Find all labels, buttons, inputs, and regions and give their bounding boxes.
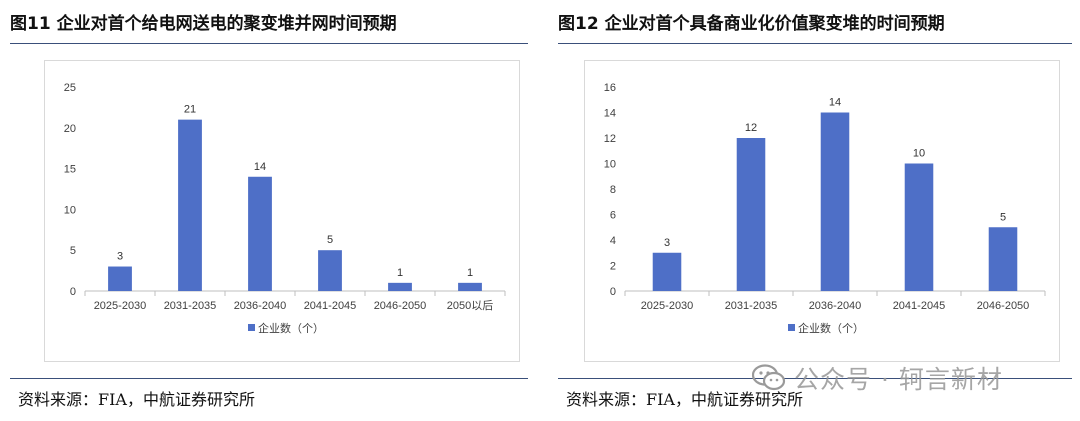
x-tick-label: 2031-2035 [725, 300, 778, 312]
figure-title: 图11 企业对首个给电网送电的聚变堆并网时间预期 [10, 14, 397, 34]
x-tick-label: 2031-2035 [164, 300, 217, 312]
y-tick-label: 8 [610, 184, 616, 196]
y-tick-label: 14 [604, 108, 616, 120]
x-tick-label: 2046-2050 [977, 300, 1030, 312]
data-label: 21 [184, 104, 196, 116]
source-rule [558, 378, 1072, 379]
bar [988, 227, 1018, 291]
figure-11: 图11 企业对首个给电网送电的聚变堆并网时间预期 0 5 10 15 20 25 3 2025… [0, 0, 536, 421]
title-rule [10, 43, 528, 44]
bar-chart: 0 2 4 6 8 10 12 14 16 3 2025-2030 12 2031-2035 14 2036… [604, 82, 1046, 335]
y-tick-label: 10 [64, 204, 76, 216]
y-tick-label: 0 [70, 286, 76, 298]
legend-label: 企业数（个） [798, 321, 864, 335]
x-tick-label: 2050以后 [447, 299, 493, 312]
legend: 企业数（个） [788, 321, 864, 335]
legend-label: 企业数（个） [258, 321, 324, 335]
figure-12: 图12 企业对首个具备商业化价值聚变堆的时间预期 0 2 4 6 8 10 12 14 16 3 2… [548, 0, 1080, 421]
y-tick-label: 6 [610, 210, 616, 222]
data-label: 10 [913, 148, 925, 160]
y-tick-label: 10 [604, 159, 616, 171]
wechat-icon [751, 364, 786, 392]
y-tick-label: 20 [64, 123, 76, 135]
legend-swatch [248, 324, 255, 331]
y-tick-label: 12 [604, 133, 616, 145]
x-tick-label: 2036-2040 [809, 300, 862, 312]
data-label: 14 [254, 161, 266, 173]
bar [318, 250, 342, 291]
y-tick-label: 2 [610, 261, 616, 273]
x-tick-label: 2041-2045 [893, 300, 946, 312]
title-rule [558, 43, 1072, 44]
data-label: 5 [1000, 211, 1006, 223]
y-tick-label: 0 [610, 286, 616, 298]
data-label: 14 [829, 97, 841, 109]
watermark: 公众号 · 轲言新材 [751, 360, 1003, 396]
bar [820, 112, 850, 291]
data-label: 5 [327, 234, 333, 246]
legend: 企业数（个） [248, 321, 324, 335]
x-tick-label: 2025-2030 [94, 300, 147, 312]
x-tick-label: 2046-2050 [374, 300, 427, 312]
chart-area: 0 2 4 6 8 10 12 14 16 3 2025-2030 12 2031-2035 14 2036… [584, 60, 1060, 362]
bar [388, 282, 412, 291]
figure-title: 图12 企业对首个具备商业化价值聚变堆的时间预期 [558, 14, 945, 34]
y-tick-label: 25 [64, 82, 76, 94]
y-tick-label: 15 [64, 164, 76, 176]
source-rule [10, 378, 528, 379]
watermark-text: 公众号 · 轲言新材 [794, 365, 1003, 394]
x-tick-label: 2036-2040 [234, 300, 287, 312]
bar [178, 119, 202, 291]
data-label: 1 [467, 267, 473, 279]
data-label: 1 [397, 267, 403, 279]
bar [108, 266, 132, 291]
source-note: 资料来源：FIA，中航证券研究所 [18, 390, 255, 409]
chart-area: 0 5 10 15 20 25 3 2025-2030 21 2031-2035 14 2036-20… [44, 60, 520, 362]
bar [652, 252, 682, 291]
bar-chart: 051015202532025-2030212031-2035142036-20… [64, 82, 506, 335]
data-label: 3 [664, 237, 670, 249]
legend-swatch [788, 324, 795, 331]
x-tick-label: 2041-2045 [304, 300, 357, 312]
data-label: 3 [117, 251, 123, 263]
bar [736, 138, 766, 291]
source-note: 资料来源：FIA，中航证券研究所 [566, 390, 803, 409]
y-tick-label: 5 [70, 245, 76, 257]
data-label: 12 [745, 122, 757, 134]
bar [248, 176, 272, 291]
bar [904, 163, 934, 291]
x-tick-label: 2025-2030 [641, 300, 694, 312]
y-tick-label: 16 [604, 82, 616, 94]
bar [458, 282, 482, 291]
y-tick-label: 4 [610, 235, 616, 247]
